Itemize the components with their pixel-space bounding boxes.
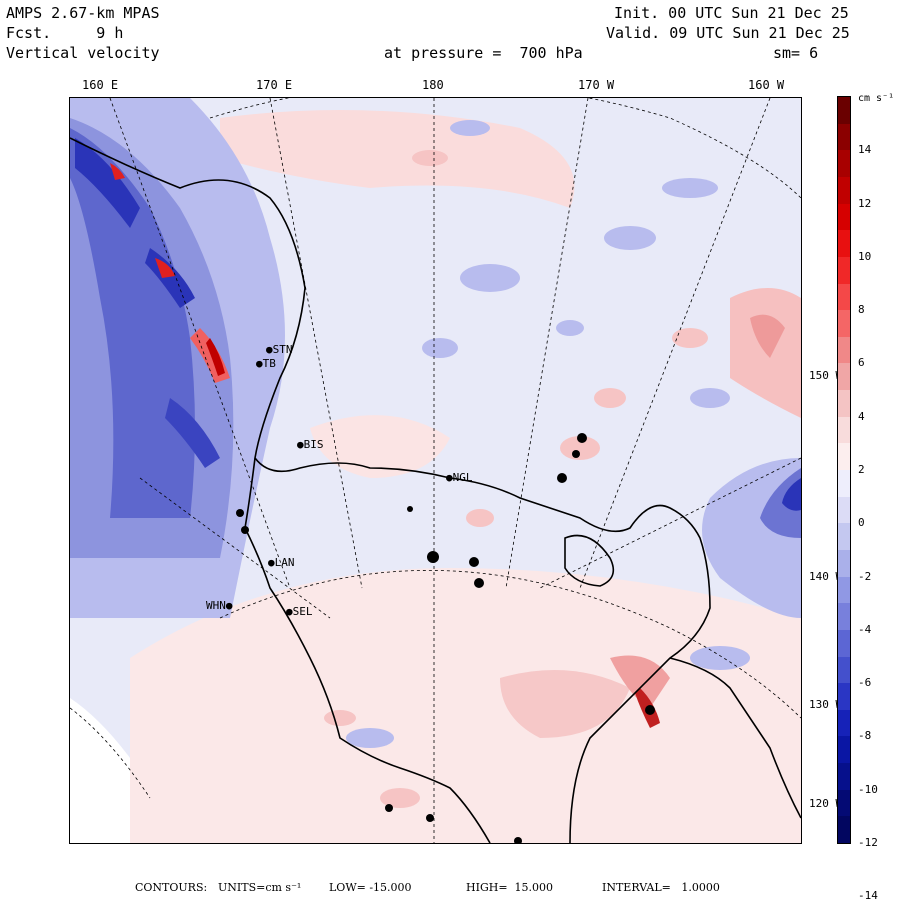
colorbar-tick-label: 4 — [858, 409, 865, 423]
lon-label-160e: 160 E — [82, 78, 119, 92]
colorbar-cell — [837, 709, 851, 738]
station-label: TB — [262, 357, 276, 370]
colorbar-cell — [837, 363, 851, 391]
colorbar-tick-label: 2 — [858, 463, 865, 476]
station-label: WHN — [206, 599, 226, 612]
colorbar-cell — [837, 576, 851, 604]
colorbar-cell — [837, 416, 851, 444]
valid-time: Valid. 09 UTC Sun 21 Dec 25 — [606, 24, 850, 42]
lon-label-180: 180 — [422, 78, 444, 92]
lon-label-160w: 160 W — [748, 78, 785, 92]
colorbar-cell — [837, 256, 851, 285]
colorbar-tick-label: 6 — [858, 356, 865, 370]
colorbar-cell — [837, 736, 851, 764]
footer-interval: INTERVAL= 1.0000 — [602, 881, 720, 894]
station-label: NGL — [452, 471, 473, 484]
colorbar-cell — [837, 816, 851, 844]
smoothing: sm= 6 — [773, 44, 819, 62]
station-tb: ●TB — [256, 357, 276, 370]
colorbar-cell — [837, 97, 851, 125]
colorbar-tick-label: -4 — [858, 622, 872, 636]
colorbar-cell — [837, 789, 851, 817]
colorbar-tick-label: 10 — [858, 249, 872, 263]
colorbar-tick-label: -12 — [858, 836, 878, 849]
footer-high: HIGH= 15.000 — [466, 881, 554, 894]
station-label: SEL — [292, 605, 313, 618]
field-name: Vertical velocity — [6, 44, 160, 62]
colorbar-tick-label: -2 — [858, 569, 872, 583]
colorbar-cell — [837, 390, 851, 418]
colorbar-cell — [837, 656, 851, 684]
station-stn: ●STN — [266, 343, 293, 356]
vertical-velocity-map — [69, 97, 802, 844]
lon-label-170e: 170 E — [256, 78, 293, 92]
colorbar-cell — [837, 310, 851, 338]
colorbar-units: cm s⁻¹ — [858, 93, 895, 104]
forecast-hour: Fcst. 9 h — [6, 24, 124, 42]
footer-units: UNITS=cm s⁻¹ — [218, 881, 302, 894]
colorbar-tick-label: -6 — [858, 676, 872, 690]
colorbar-cell — [837, 283, 851, 311]
colorbar-cell — [837, 763, 851, 791]
colorbar-tick-label: -8 — [858, 729, 872, 743]
colorbar-cell — [837, 443, 851, 471]
station-label: LAN — [274, 556, 295, 569]
colorbar-tick-label: 0 — [858, 516, 865, 530]
colorbar-cell — [837, 629, 851, 658]
colorbar-cell — [837, 603, 851, 631]
colorbar-cell — [837, 336, 851, 365]
footer-low: LOW= -15.000 — [329, 881, 412, 894]
station-label: STN — [272, 343, 293, 356]
colorbar-tick-label: -10 — [858, 782, 878, 796]
colorbar-cell — [837, 496, 851, 524]
colorbar-cell — [837, 176, 851, 205]
lon-label-170w: 170 W — [578, 78, 615, 92]
pressure-level: at pressure = 700 hPa — [384, 44, 583, 62]
footer-contours: CONTOURS: — [135, 881, 208, 894]
colorbar-cell — [837, 549, 851, 578]
model-title: AMPS 2.67-km MPAS — [6, 4, 160, 22]
station-bis: ●BIS — [297, 438, 324, 451]
colorbar-cell — [837, 230, 851, 258]
colorbar-cell — [837, 470, 851, 498]
colorbar-cell — [837, 523, 851, 551]
init-time: Init. 00 UTC Sun 21 Dec 25 — [614, 4, 849, 22]
colorbar-tick-label: 8 — [858, 303, 865, 317]
colorbar-tick-label: 12 — [858, 196, 872, 210]
colorbar-cell — [837, 203, 851, 231]
colorbar-cell — [837, 123, 851, 151]
colorbar-cell — [837, 683, 851, 711]
colorbar-cell — [837, 150, 851, 178]
station-whn: WHN● — [206, 599, 233, 612]
colorbar-tick-label: -14 — [858, 889, 878, 902]
station-sel: ●SEL — [286, 605, 313, 618]
station-lan: ●LAN — [268, 556, 295, 569]
station-ngl: ●NGL — [446, 471, 473, 484]
colorbar-tick-label: 14 — [858, 143, 872, 157]
station-label: BIS — [303, 438, 324, 451]
